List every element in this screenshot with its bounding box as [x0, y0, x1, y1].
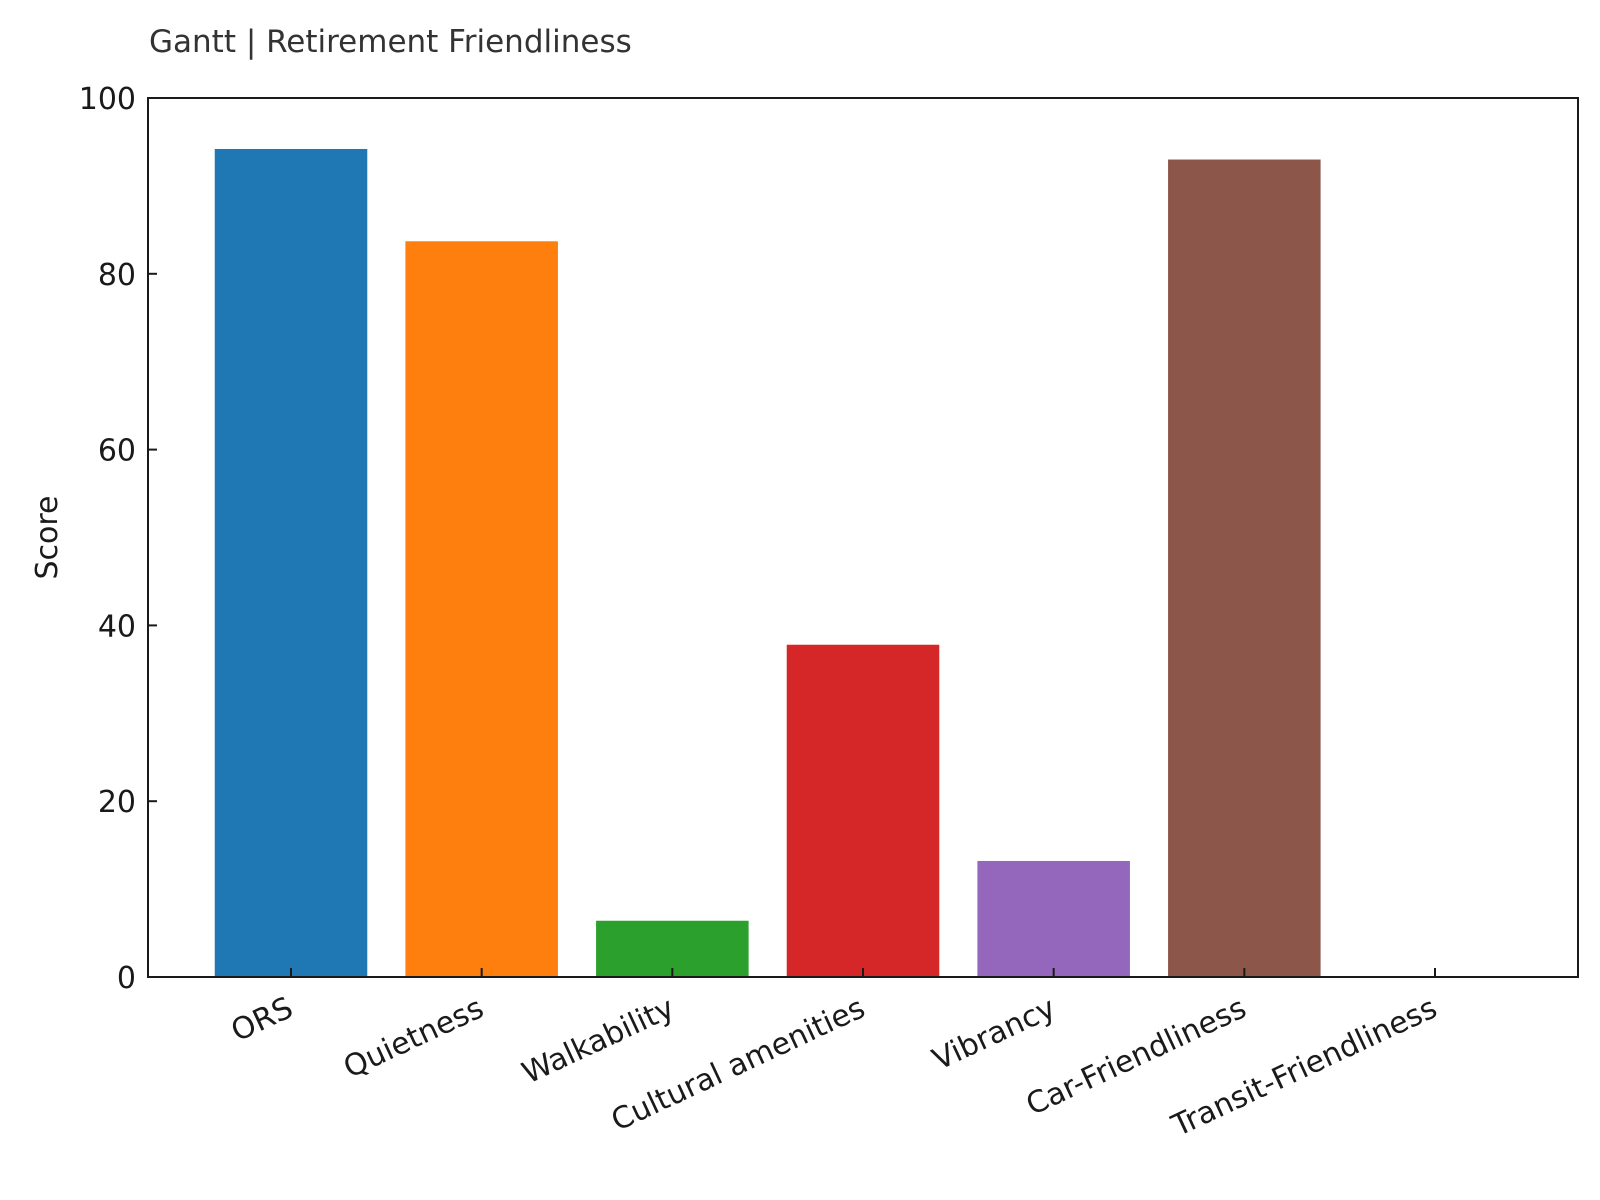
y-tick-label: 20: [98, 785, 136, 820]
y-tick-label: 0: [117, 961, 136, 996]
bar-car-friendliness: [1168, 159, 1321, 977]
bar-walkability: [596, 920, 749, 977]
x-tick-label: Quietness: [338, 991, 489, 1086]
bars-group: [214, 148, 1321, 978]
chart-title: Gantt | Retirement Friendliness: [149, 24, 632, 60]
x-tick-label: Walkability: [517, 991, 680, 1092]
y-axis-ticks: 0 20 40 60 80 100: [79, 82, 157, 996]
plot-frame: [147, 97, 1579, 978]
y-tick-label: 60: [98, 434, 136, 469]
bar-vibrancy: [977, 860, 1130, 977]
x-tick-label: Vibrancy: [927, 991, 1061, 1078]
y-tick-label: 40: [98, 609, 136, 644]
bar-quietness: [405, 241, 558, 978]
bar-ors: [214, 148, 368, 977]
y-tick-label: 80: [98, 258, 136, 293]
y-axis-label: Score: [30, 495, 65, 579]
y-tick-label: 100: [79, 82, 136, 117]
bar-cultural-amenities: [786, 644, 940, 977]
x-tick-label: ORS: [226, 991, 298, 1050]
